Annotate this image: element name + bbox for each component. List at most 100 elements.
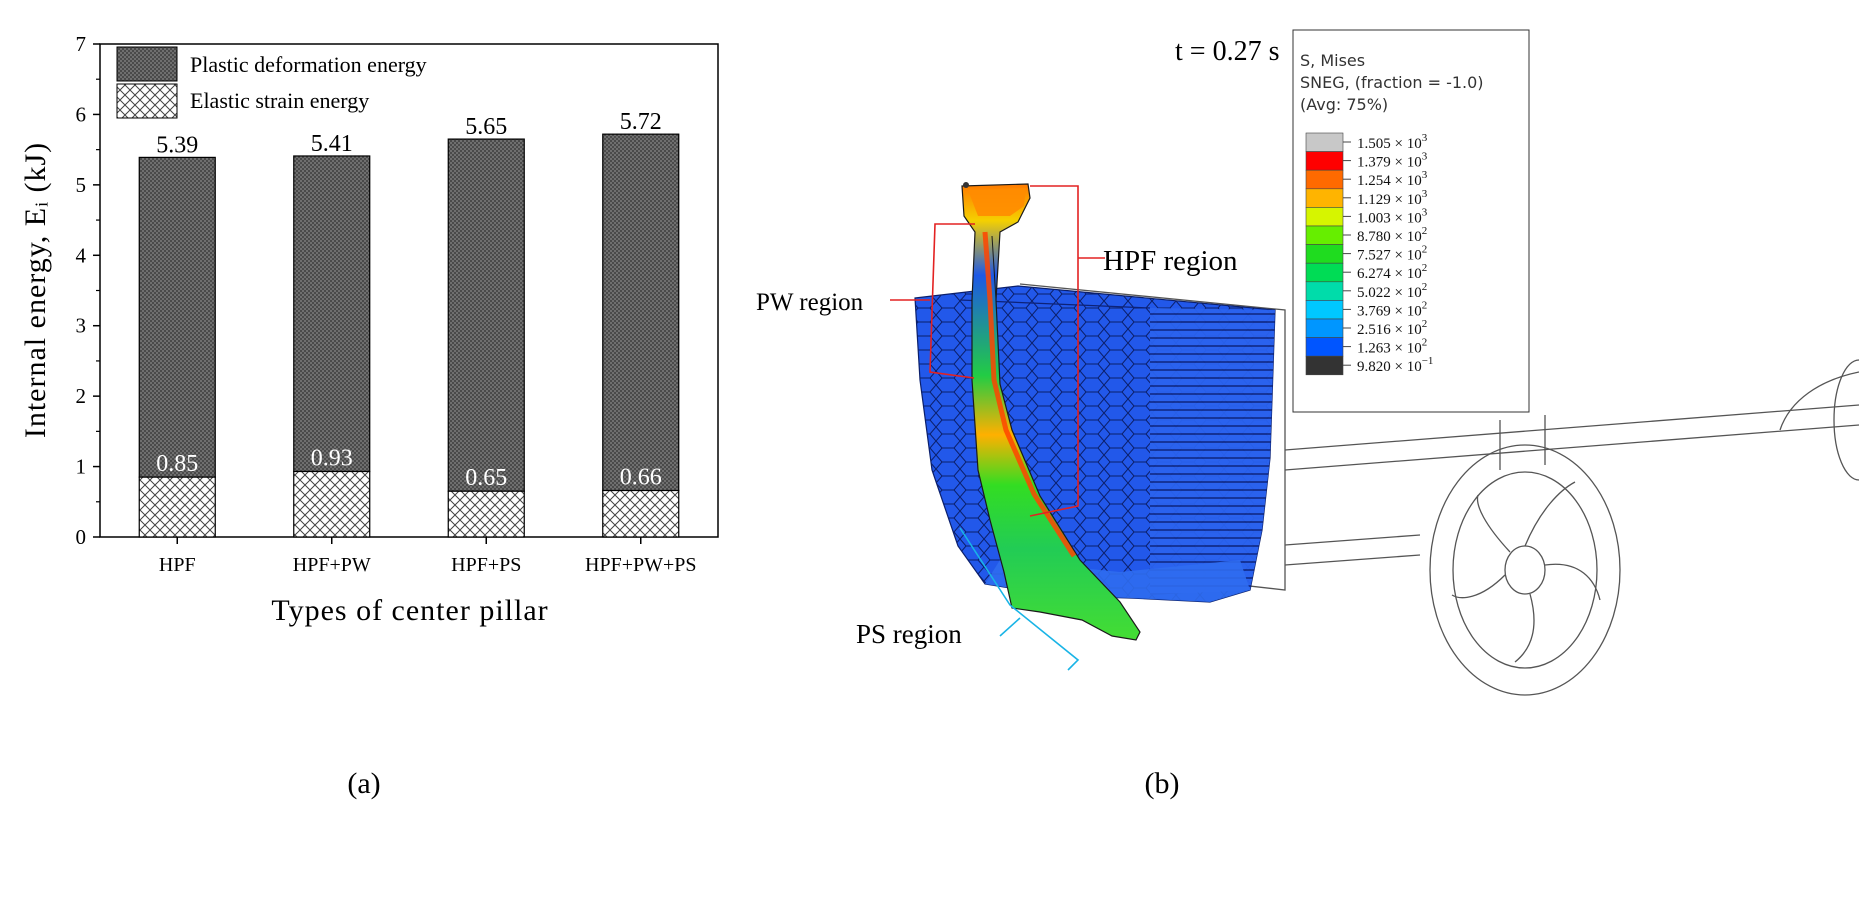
stress-legend-swatch xyxy=(1305,207,1344,227)
stress-legend-value: 1.505 × 103 xyxy=(1357,132,1428,152)
chart-legend: Plastic deformation energy Elastic strai… xyxy=(116,46,427,119)
stress-legend-mantissa: 1.379 xyxy=(1357,155,1391,171)
y-axis: 0 1 2 3 4 5 6 7 xyxy=(76,32,100,549)
stress-legend-times-ten: × 10 xyxy=(1391,155,1422,171)
stress-legend-mantissa: 5.022 xyxy=(1357,285,1391,301)
stress-legend-times-ten: × 10 xyxy=(1391,248,1422,264)
stress-legend-value: 1.003 × 103 xyxy=(1357,206,1428,226)
ps-region-label: PS region xyxy=(856,619,962,649)
stress-legend-mantissa: 9.820 xyxy=(1357,359,1391,375)
x-tick-label: HPF+PW xyxy=(293,554,371,576)
bar-elastic xyxy=(293,470,371,538)
stress-legend-mantissa: 1.003 xyxy=(1357,210,1391,226)
stress-legend-times-ten: × 10 xyxy=(1391,210,1422,226)
panel-label-a: (a) xyxy=(347,767,380,800)
stress-legend-exponent: 2 xyxy=(1422,262,1428,274)
deformed-block xyxy=(914,285,1276,603)
stress-legend-swatch xyxy=(1305,262,1344,283)
stress-legend-mantissa: 7.527 xyxy=(1357,248,1391,264)
x-axis-label: Types of center pillar xyxy=(271,594,548,627)
time-label: t = 0.27 s xyxy=(1175,36,1279,67)
center-pillar xyxy=(961,182,1141,641)
stress-legend-times-ten: × 10 xyxy=(1391,173,1422,189)
stress-legend-mantissa: 6.274 xyxy=(1357,266,1391,282)
stress-legend-exponent: 3 xyxy=(1422,188,1428,200)
stress-legend-mantissa: 1.505 xyxy=(1357,136,1391,152)
stress-legend-times-ten: × 10 xyxy=(1391,359,1422,375)
y-tick-label: 0 xyxy=(76,525,87,549)
stress-legend-line3: (Avg: 75%) xyxy=(1300,95,1388,114)
stress-legend-value: 9.820 × 10−1 xyxy=(1357,355,1433,375)
bar-plastic xyxy=(138,156,216,478)
stress-legend-times-ten: × 10 xyxy=(1391,341,1422,357)
stress-legend-mantissa: 1.254 xyxy=(1357,173,1391,189)
bar-plastic xyxy=(293,155,371,473)
stress-legend-value: 1.379 × 103 xyxy=(1357,151,1428,171)
bars: 5.39 0.85 5.41 0.93 5.65 0.65 5.72 0.66 xyxy=(138,109,680,538)
stress-legend-times-ten: × 10 xyxy=(1391,229,1422,245)
stress-legend-value: 7.527 × 102 xyxy=(1357,244,1427,264)
stress-legend-value: 1.263 × 102 xyxy=(1357,337,1427,357)
legend-label-plastic: Plastic deformation energy xyxy=(190,52,427,77)
y-tick-label: 5 xyxy=(76,173,87,197)
stress-legend-mantissa: 1.129 xyxy=(1357,192,1391,208)
stress-legend-swatch xyxy=(1305,244,1344,264)
stress-legend-exponent: 2 xyxy=(1422,337,1428,349)
stress-legend-swatch xyxy=(1305,281,1344,301)
panel-label-b: (b) xyxy=(1145,767,1180,800)
stress-legend-value: 3.769 × 102 xyxy=(1357,299,1427,319)
stress-legend-value: 6.274 × 102 xyxy=(1357,262,1427,282)
stress-legend-swatch xyxy=(1305,132,1344,152)
stress-legend-mantissa: 8.780 xyxy=(1357,229,1391,245)
x-axis: HPF HPF+PW HPF+PS HPF+PW+PS xyxy=(159,537,697,576)
y-axis-label: Internal energy, Eᵢ (kJ) xyxy=(19,142,52,438)
stress-legend-exponent: 2 xyxy=(1422,299,1428,311)
bar-plastic xyxy=(447,138,525,492)
y-tick-label: 4 xyxy=(76,243,87,267)
stacked-bar-chart: 0 1 2 3 4 5 6 7 5.39 0.85 5.41 0.93 5.65 0.65 5.72 0.6… xyxy=(19,32,719,800)
ps-region-bracket xyxy=(959,527,1080,671)
hpf-region-label: HPF region xyxy=(1103,245,1238,277)
pw-region-label: PW region xyxy=(756,289,864,316)
stress-legend-mantissa: 2.516 xyxy=(1357,322,1391,338)
y-tick-label: 2 xyxy=(76,384,87,408)
stress-legend-value: 1.129 × 103 xyxy=(1357,188,1428,208)
legend-swatch-elastic xyxy=(116,83,178,119)
total-value-label: 5.41 xyxy=(311,131,353,157)
total-value-label: 5.39 xyxy=(156,132,198,158)
stress-legend-swatch xyxy=(1305,188,1344,208)
bar-elastic xyxy=(602,489,680,538)
stress-legend-exponent: 3 xyxy=(1422,206,1428,218)
stress-legend-swatch xyxy=(1305,318,1344,338)
stress-legend-times-ten: × 10 xyxy=(1391,266,1422,282)
stress-legend-exponent: 2 xyxy=(1422,281,1428,293)
stress-legend-value: 1.254 × 103 xyxy=(1357,169,1428,189)
x-tick-label: HPF xyxy=(159,554,196,576)
elastic-value-label: 0.66 xyxy=(620,465,662,491)
elastic-value-label: 0.93 xyxy=(311,446,353,472)
bar-plastic xyxy=(602,133,680,492)
stress-legend-value: 2.516 × 102 xyxy=(1357,318,1427,338)
bar-elastic xyxy=(138,476,216,538)
stress-legend-swatch xyxy=(1305,355,1344,376)
stress-legend-exponent: 2 xyxy=(1422,225,1428,237)
x-tick-label: HPF+PS xyxy=(451,554,521,576)
simulation-image: HPF region PW region PS region t = 0.27 … xyxy=(756,29,1859,800)
stress-legend-swatch xyxy=(1305,337,1344,357)
vehicle-wireframe xyxy=(1019,283,1859,696)
stress-legend-value: 5.022 × 102 xyxy=(1357,281,1427,301)
stress-legend-exponent: 3 xyxy=(1422,151,1428,163)
stress-legend-exponent: 3 xyxy=(1422,132,1428,144)
stress-legend-swatch xyxy=(1305,300,1344,320)
legend-swatch-plastic xyxy=(116,46,178,82)
stress-legend-line1: S, Mises xyxy=(1300,51,1365,70)
elastic-value-label: 0.65 xyxy=(465,465,507,491)
total-value-label: 5.65 xyxy=(465,114,507,140)
total-value-label: 5.72 xyxy=(620,109,662,135)
stress-legend-times-ten: × 10 xyxy=(1391,192,1422,208)
legend-label-elastic: Elastic strain energy xyxy=(190,88,369,113)
stress-legend: S, Mises SNEG, (fraction = -1.0) (Avg: 7… xyxy=(1292,29,1530,413)
y-tick-label: 1 xyxy=(76,455,87,479)
pw-region-bracket xyxy=(890,223,975,379)
